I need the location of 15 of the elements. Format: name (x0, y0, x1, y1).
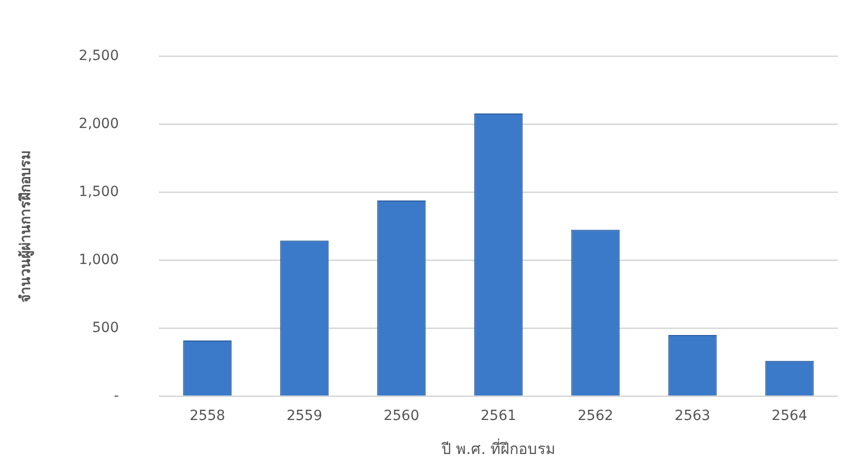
y-tick-label: 1,000 (78, 252, 119, 268)
y-tick-label: 2,500 (78, 48, 119, 64)
x-tick-label: 2561 (480, 408, 516, 424)
x-axis-title: ปี พ.ศ. ที่ฝึกอบรม (440, 438, 556, 458)
y-tick-label: 500 (92, 320, 119, 336)
x-tick-label: 2562 (578, 408, 614, 424)
y-tick-label: 1,500 (78, 184, 119, 200)
x-tick-label: 2559 (286, 408, 322, 424)
x-tick-label: 2560 (384, 408, 420, 424)
y-tick-label: - (114, 388, 119, 404)
x-tick-label: 2558 (190, 408, 226, 424)
y-axis-title: จำนวนผู้ผ่านการฝึกอบรม (17, 150, 34, 302)
x-tick-label: 2564 (772, 408, 808, 424)
x-tick-label: 2563 (674, 408, 710, 424)
y-tick-label: 2,000 (78, 116, 119, 132)
